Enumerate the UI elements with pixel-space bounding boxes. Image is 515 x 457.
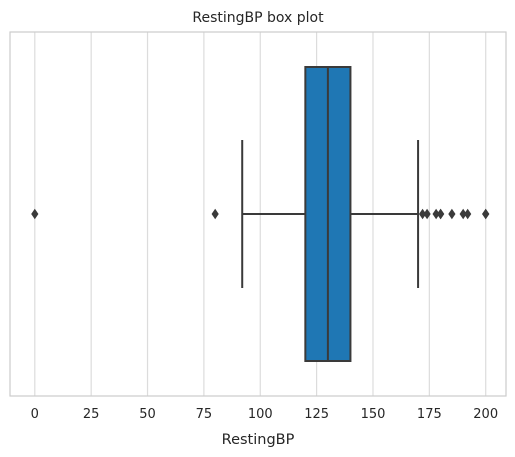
outlier-point (464, 208, 472, 220)
x-tick-label: 25 (83, 407, 100, 422)
outlier-point (423, 208, 431, 220)
outlier-point (211, 208, 219, 220)
x-tick-label: 75 (196, 407, 213, 422)
plot-area-frame (9, 31, 507, 397)
x-tick-label: 50 (139, 407, 156, 422)
x-tick-label: 100 (248, 407, 273, 422)
x-tick-label: 125 (304, 407, 329, 422)
box-plot (31, 66, 490, 362)
x-tick-label: 200 (473, 407, 498, 422)
outlier-point (418, 208, 427, 220)
chart-title: RestingBP box plot (192, 10, 324, 26)
x-tick-label: 150 (361, 407, 386, 422)
x-tick-label: 175 (417, 407, 442, 422)
x-tick-labels: 0 25 50 75 100 125 150 175 200 (31, 407, 498, 422)
x-tick-label: 0 (31, 407, 39, 422)
outlier-point (448, 208, 456, 220)
outlier-point (437, 208, 445, 220)
outlier-point (432, 208, 440, 220)
outlier-point (482, 208, 490, 220)
x-axis-label: RestingBP (222, 432, 295, 448)
outlier-point (459, 208, 467, 220)
outlier-point (31, 208, 39, 220)
